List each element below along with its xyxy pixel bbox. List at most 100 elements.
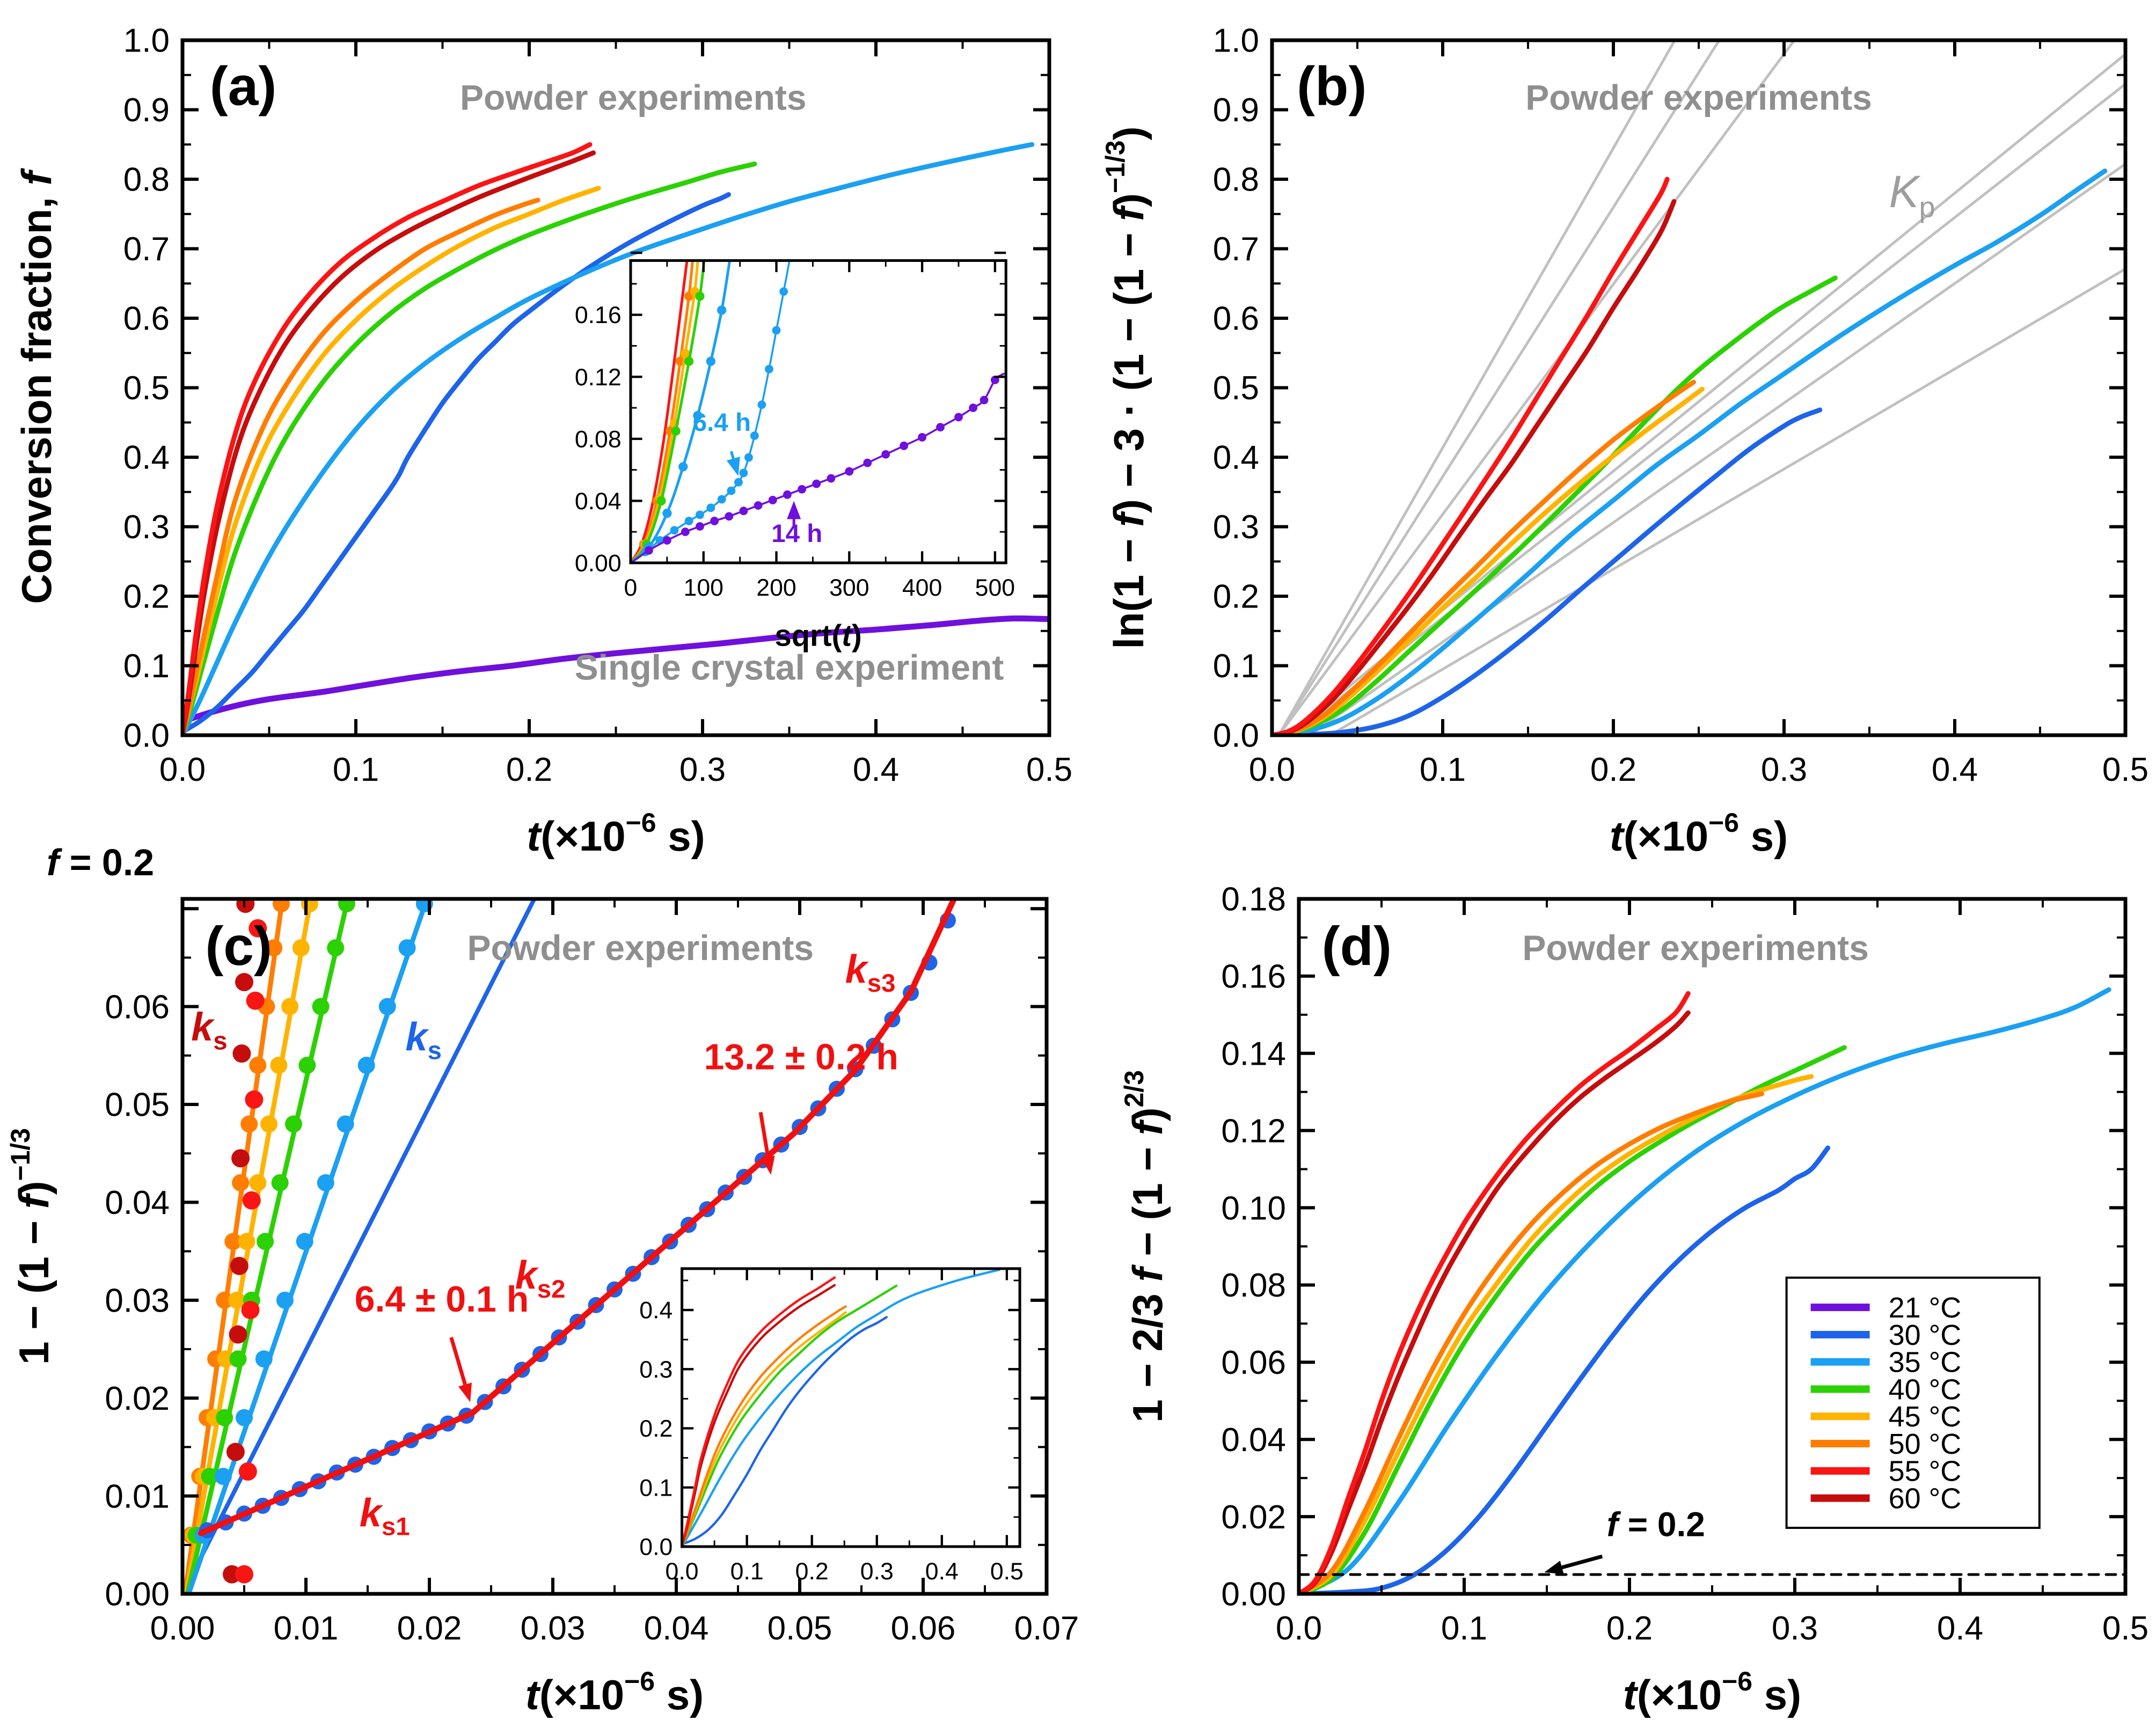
y-tick-label: 0.02 <box>1221 1499 1286 1536</box>
y-axis-label: 1 − (1 − f)−1/3 <box>5 1128 57 1365</box>
x-tick-label: 0.05 <box>768 1610 832 1647</box>
x-tick-label: 0.3 <box>1761 751 1807 788</box>
x-tick-label: 0.2 <box>795 1558 829 1585</box>
series-kp-fit-1 <box>1277 40 1676 735</box>
y-tick-label: 0.10 <box>1221 1190 1286 1227</box>
x-axis-label: t(×10−6 s) <box>1610 808 1788 860</box>
x-tick-label: 0.4 <box>925 1558 959 1585</box>
y-tick-label: 0.4 <box>639 1298 673 1324</box>
series-35-c <box>1272 169 2108 735</box>
panel-b-chart: 0.0 0.1 0.2 0.3 0.4 0.5 0.0 0.1 0.2 0.3 0.4 0.5 0.6 0… <box>1100 23 2148 860</box>
series-40-c <box>185 899 355 1594</box>
series-40-c-powder <box>182 162 757 735</box>
legend-label: 30 °C <box>1889 1319 1962 1351</box>
y-tick-label: 0.16 <box>575 302 622 328</box>
annotation-arrow <box>729 451 735 459</box>
series-50-c-powder <box>182 197 540 735</box>
series-45-c-powder <box>182 186 601 735</box>
y-tick-label: 0.1 <box>123 648 170 685</box>
x-tick-label: 0.0 <box>666 1558 699 1585</box>
x-tick-label: 0.04 <box>644 1610 709 1647</box>
panel-c-series <box>182 899 957 1594</box>
x-tick-label: 0.06 <box>891 1610 956 1647</box>
legend-label: 21 °C <box>1889 1292 1962 1324</box>
panel-b-series <box>1272 40 2125 735</box>
y-tick-label: 0.06 <box>105 989 170 1026</box>
legend-item-35: 35 °C <box>1810 1346 1961 1379</box>
y-axis-label: ln(1 − f) − 3 · (1 − (1 − f)−1/3) <box>1100 126 1152 649</box>
panel-d-chart: 0.0 0.1 0.2 0.3 0.4 0.5 0.00 0.02 0.04 0.06 0.08 0.… <box>1119 881 2148 1718</box>
series-55-c <box>682 1276 836 1547</box>
series-35-c <box>186 899 433 1594</box>
y-tick-label: 0.0 <box>123 718 170 755</box>
x-tick-label: 0.3 <box>1772 1610 1818 1647</box>
inset-background <box>682 1268 1020 1547</box>
x-tick-label: 0.07 <box>1014 1610 1079 1647</box>
legend-label: 60 °C <box>1889 1482 1962 1514</box>
panel-ci-series <box>682 1268 1000 1547</box>
powder-experiments-label: Powder experiments <box>1522 928 1869 968</box>
inset-6-4h-label: 6.4 h <box>693 408 751 437</box>
y-tick-label: 0.6 <box>123 301 170 338</box>
powder-experiments-label: Powder experiments <box>460 78 807 118</box>
kp-label: Kp <box>1889 166 1935 224</box>
legend-label: 45 °C <box>1889 1401 1962 1433</box>
series-kp-fit-5 <box>1291 83 2125 735</box>
x-tick-label: 0.0 <box>1249 751 1295 788</box>
annotation-arrowhead <box>787 501 801 519</box>
panel-ai-frame <box>629 259 1007 565</box>
ks1-label: ks1 <box>360 1490 410 1541</box>
series-45-c <box>682 1311 847 1547</box>
series-40-c <box>682 1284 898 1547</box>
x-axis-label: t(×10−6 s) <box>527 808 705 860</box>
ks2-label: ks2 <box>515 1253 566 1303</box>
series-50-c <box>1272 379 1696 735</box>
y-tick-label: 0.2 <box>123 579 170 616</box>
x-tick-label: 0.1 <box>730 1558 764 1585</box>
legend-label: 40 °C <box>1889 1373 1962 1405</box>
y-tick-label: 1.0 <box>1213 23 1259 60</box>
y-tick-label: 0.9 <box>1213 92 1259 129</box>
panel-d-series <box>1299 987 2125 1594</box>
x-tick-label: 0.0 <box>1276 1610 1322 1647</box>
x-tick-label: 0.4 <box>853 751 899 788</box>
y-tick-label: 0.00 <box>1221 1576 1286 1613</box>
series-35-c <box>682 1268 1000 1547</box>
y-tick-label: 0.00 <box>575 550 622 576</box>
panel-a-chart: 0.0 0.1 0.2 0.3 0.4 0.5 0.0 0.1 0.2 0.3 0.4 0.5 0.6 0… <box>13 23 1072 860</box>
x-axis-label: t(×10−6 s) <box>1623 1666 1801 1718</box>
y-tick-label: 0.8 <box>1213 162 1259 199</box>
single-crystal-label: Single crystal experiment <box>575 647 1004 687</box>
legend-item-55: 55 °C <box>1810 1455 1961 1488</box>
series-50-c <box>682 1305 847 1547</box>
x-tick-label: 0.5 <box>990 1558 1024 1585</box>
y-tick-label: 0.18 <box>1221 881 1286 918</box>
annotation-arrowhead <box>1544 1561 1564 1575</box>
legend-item-50: 50 °C <box>1810 1428 1961 1460</box>
legend-item-60: 60 °C <box>1810 1482 1962 1514</box>
x-tick-label: 0.4 <box>1937 1610 1983 1647</box>
panel-letter-c: (c) <box>205 916 272 977</box>
series-kp-fit-7 <box>1328 267 2125 735</box>
y-tick-label: 0.12 <box>575 364 622 391</box>
y-tick-label: 0.4 <box>123 440 170 477</box>
panel-ci-frame <box>681 1267 1021 1548</box>
x-axis-label: t(×10−6 s) <box>525 1666 704 1718</box>
legend: 21 °C30 °C35 °C40 °C45 °C50 °C55 °C60 °C <box>1785 1276 2041 1529</box>
series-60-c <box>1299 1010 1691 1594</box>
y-tick-label: 0.3 <box>639 1357 673 1383</box>
x-tick-label: 0.4 <box>1932 751 1978 788</box>
y-tick-label: 0.1 <box>639 1475 673 1501</box>
x-tick-label: 500 <box>975 575 1015 601</box>
y-tick-label: 0.06 <box>1221 1344 1286 1381</box>
series-35-c-powder <box>182 142 1035 735</box>
y-axis-label: Conversion fraction, f <box>13 167 60 604</box>
y-tick-label: 0.8 <box>123 162 170 199</box>
f-02-label: f = 0.2 <box>1607 1505 1705 1544</box>
y-tick-label: 0.08 <box>575 426 622 452</box>
y-tick-label: 0.0 <box>1213 718 1259 755</box>
rate-13-2h-label: 13.2 ± 0.2 h <box>704 1036 898 1077</box>
x-tick-label: 0.00 <box>150 1610 215 1647</box>
